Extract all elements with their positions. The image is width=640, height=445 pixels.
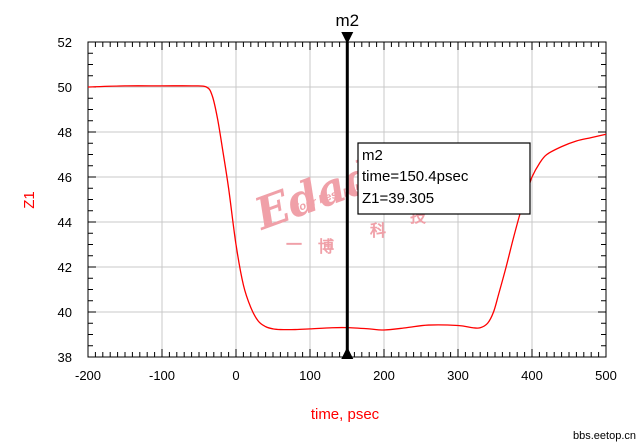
y-tick-label: 52 xyxy=(58,35,72,50)
x-tick-label: 400 xyxy=(521,368,543,383)
y-tick-label: 38 xyxy=(58,350,72,365)
x-tick-label: 200 xyxy=(373,368,395,383)
y-tick-label: 42 xyxy=(58,260,72,275)
marker-m2[interactable]: m2 m2 time=150.4psec Z1=39.305 xyxy=(335,11,531,359)
minor-ticks xyxy=(87,41,607,358)
x-tick-label: 500 xyxy=(595,368,617,383)
marker-bottom-triangle[interactable] xyxy=(341,347,354,359)
y-tick-label: 46 xyxy=(58,170,72,185)
x-tick-label: -200 xyxy=(75,368,101,383)
footer-site: bbs.eetop.cn xyxy=(573,430,636,442)
y-tick-label: 48 xyxy=(58,125,72,140)
marker-readout-box: m2 time=150.4psec Z1=39.305 xyxy=(357,142,531,215)
marker-top-triangle[interactable] xyxy=(341,32,354,44)
x-tick-label: 300 xyxy=(447,368,469,383)
marker-title: m2 xyxy=(335,11,359,30)
watermark-char-1: 一 xyxy=(286,235,302,254)
x-tick-label: 0 xyxy=(232,368,239,383)
y-axis-label: Z1 xyxy=(21,191,38,209)
y-tick-label: 50 xyxy=(58,80,72,95)
y-tick-label: 40 xyxy=(58,305,72,320)
x-tick-labels: -200 -100 0 100 200 300 400 500 xyxy=(75,368,617,383)
marker-readout-value: Z1=39.305 xyxy=(362,190,434,207)
x-axis-label: time, psec xyxy=(311,406,380,423)
x-tick-label: -100 xyxy=(149,368,175,383)
marker-readout-line1: m2 xyxy=(362,147,383,164)
x-tick-label: 100 xyxy=(299,368,321,383)
y-tick-labels: 38 40 42 44 46 48 50 52 xyxy=(58,35,72,365)
y-tick-label: 44 xyxy=(58,215,72,230)
watermark-char-3: 科 xyxy=(370,221,386,240)
marker-readout-frame xyxy=(357,142,531,215)
marker-readout-time: time=150.4psec xyxy=(362,168,469,185)
watermark-char-2: 博 xyxy=(318,237,334,256)
